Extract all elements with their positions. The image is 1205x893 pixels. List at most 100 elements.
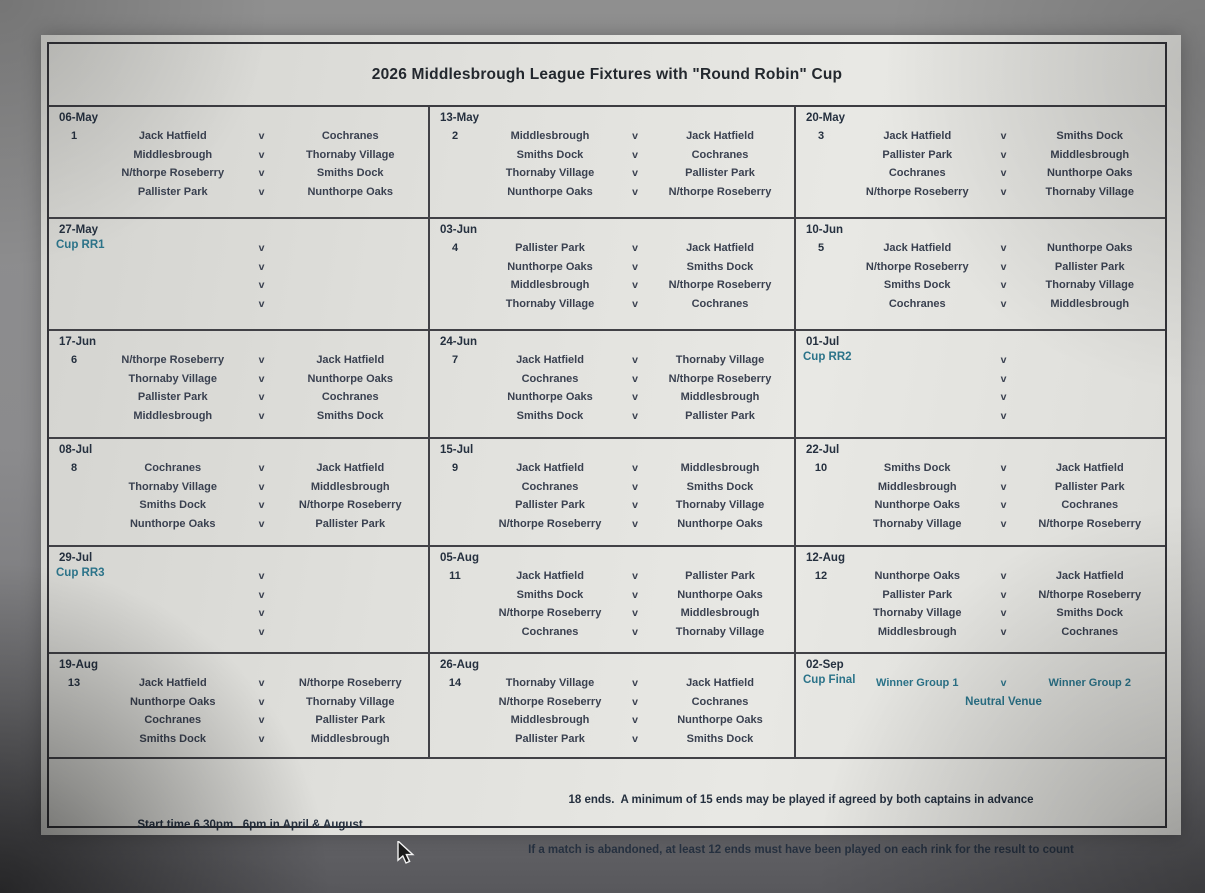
block-date: 05-Aug: [440, 552, 479, 564]
vs-label: v: [1000, 677, 1007, 689]
vs-label: v: [258, 607, 265, 619]
blank-fixture-row: v: [51, 276, 426, 295]
away-team: Jack Hatfield: [686, 130, 754, 142]
away-team: N/thorpe Roseberry: [668, 185, 772, 198]
vs-label: v: [632, 732, 638, 745]
block-date: 12-Aug: [806, 552, 845, 564]
fixture-row: 10 Smiths Dock v Jack Hatfield: [798, 459, 1163, 478]
vs-label: v: [1000, 480, 1007, 493]
blank-fixture-row: v: [51, 623, 426, 642]
home-team: Middlesbrough: [133, 409, 213, 422]
ends-note-line1: 18 ends. A minimum of 15 ends may be pla…: [568, 794, 1034, 806]
vs-label: v: [632, 354, 638, 366]
week-number: 1: [70, 130, 78, 142]
home-team: Pallister Park: [137, 185, 208, 198]
fixture-row: N/thorpe Roseberry v Thornaby Village: [798, 183, 1163, 202]
vs-label: v: [1000, 517, 1007, 530]
home-team: Thornaby Village: [128, 372, 217, 385]
block-date: 03-Jun: [440, 224, 478, 236]
fixture-block: 22-Jul 10 Smiths Dock v Jack Hatfield Middles…: [796, 439, 1165, 547]
vs-label: v: [1000, 279, 1007, 291]
vs-label: v: [632, 148, 638, 161]
home-team: Cochranes: [888, 297, 946, 310]
vs-label: v: [258, 570, 265, 582]
fixture-row: Smiths Dock v Cochranes: [432, 146, 792, 165]
fixture-row: Smiths Dock v Pallister Park: [432, 407, 792, 426]
week-number: 14: [448, 677, 462, 689]
fixture-row: Cochranes v Middlesbrough: [798, 295, 1163, 314]
away-team: Jack Hatfield: [1055, 570, 1124, 582]
home-team: Pallister Park: [515, 499, 585, 511]
week-number: 6: [70, 354, 78, 366]
fixture-block: 03-Jun 4 Pallister Park v Jack Hatfield Nunth…: [430, 219, 796, 331]
blank-fixture-row: v: [51, 586, 426, 605]
block-date: 02-Sep: [806, 659, 844, 671]
away-team: Winner Group 2: [1048, 677, 1131, 689]
block-date: 29-Jul: [59, 552, 93, 564]
vs-label: v: [258, 242, 265, 254]
fixture-row: Middlesbrough v Pallister Park: [798, 478, 1163, 497]
away-team: Cochranes: [1061, 625, 1119, 638]
fixture-block: 26-Aug 14 Thornaby Village v Jack Hatfield N/…: [430, 654, 796, 759]
vs-label: v: [1000, 297, 1007, 310]
home-team: N/thorpe Roseberry: [865, 260, 969, 273]
home-team: N/thorpe Roseberry: [498, 607, 602, 619]
away-team: Pallister Park: [315, 714, 386, 726]
fixture-row: Middlesbrough v Cochranes: [798, 623, 1163, 642]
away-team: Jack Hatfield: [686, 242, 754, 254]
ends-rules-note: 18 ends. A minimum of 15 ends may be pla…: [451, 759, 1165, 891]
vs-label: v: [1000, 607, 1007, 619]
vs-label: v: [258, 185, 265, 198]
home-team: Jack Hatfield: [516, 570, 584, 582]
vs-label: v: [258, 372, 265, 385]
block-date: 10-Jun: [806, 224, 844, 236]
fixture-row: Thornaby Village v Cochranes: [432, 295, 792, 314]
vs-label: v: [632, 480, 638, 493]
vs-label: v: [1000, 354, 1007, 366]
mouse-cursor: [397, 841, 415, 864]
fixture-row: Nunthorpe Oaks v Middlesbrough: [432, 388, 792, 407]
away-team: Pallister Park: [1054, 480, 1125, 493]
fixture-row: Pallister Park v Middlesbrough: [798, 146, 1163, 165]
fixture-row: Pallister Park v Cochranes: [51, 388, 426, 407]
fixture-row: 6 N/thorpe Roseberry v Jack Hatfield: [51, 351, 426, 370]
away-team: Nunthorpe Oaks: [307, 372, 394, 385]
home-team: Smiths Dock: [139, 499, 207, 511]
home-team: Thornaby Village: [505, 677, 595, 689]
vs-label: v: [258, 714, 265, 726]
fixture-block: 24-Jun 7 Jack Hatfield v Thornaby Village Coc…: [430, 331, 796, 439]
fixture-row: Cochranes v Pallister Park: [51, 711, 426, 730]
vs-label: v: [1000, 185, 1007, 198]
home-team: Middlesbrough: [510, 279, 590, 291]
away-team: Jack Hatfield: [316, 354, 385, 366]
away-team: Smiths Dock: [686, 732, 754, 745]
fixture-row: Thornaby Village v Nunthorpe Oaks: [51, 370, 426, 389]
home-team: Cochranes: [888, 167, 946, 179]
home-team: Pallister Park: [882, 148, 953, 161]
block-date: 19-Aug: [59, 659, 98, 671]
vs-label: v: [258, 480, 265, 493]
fixture-row: N/thorpe Roseberry v Middlesbrough: [432, 604, 792, 623]
home-team: Nunthorpe Oaks: [507, 260, 593, 273]
away-team: Pallister Park: [1054, 260, 1125, 273]
fixture-row: N/thorpe Roseberry v Smiths Dock: [51, 164, 426, 183]
fixture-block: 17-Jun 6 N/thorpe Roseberry v Jack Hatfield T…: [49, 331, 430, 439]
fixture-row: Nunthorpe Oaks v Cochranes: [798, 496, 1163, 515]
vs-label: v: [258, 297, 265, 310]
away-team: Middlesbrough: [680, 462, 760, 474]
fixture-row: 14 Thornaby Village v Jack Hatfield: [432, 674, 792, 693]
week-number: 4: [451, 242, 459, 254]
away-team: Cochranes: [691, 148, 749, 161]
cup-final-label: Cup Final: [803, 674, 856, 686]
document-page: 2026 Middlesbrough League Fixtures with …: [41, 35, 1181, 856]
vs-label: v: [632, 167, 638, 179]
fixture-block: 27-May Cup RR1 v v v v: [49, 219, 430, 331]
block-date: 27-May: [59, 224, 98, 236]
week-number: 9: [451, 462, 459, 474]
away-team: N/thorpe Roseberry: [1038, 588, 1142, 601]
away-team: Nunthorpe Oaks: [1046, 242, 1133, 254]
away-team: Middlesbrough: [310, 480, 390, 493]
vs-label: v: [258, 588, 265, 601]
home-team: Middlesbrough: [510, 130, 590, 142]
blank-fixture-row: v: [798, 388, 1163, 407]
